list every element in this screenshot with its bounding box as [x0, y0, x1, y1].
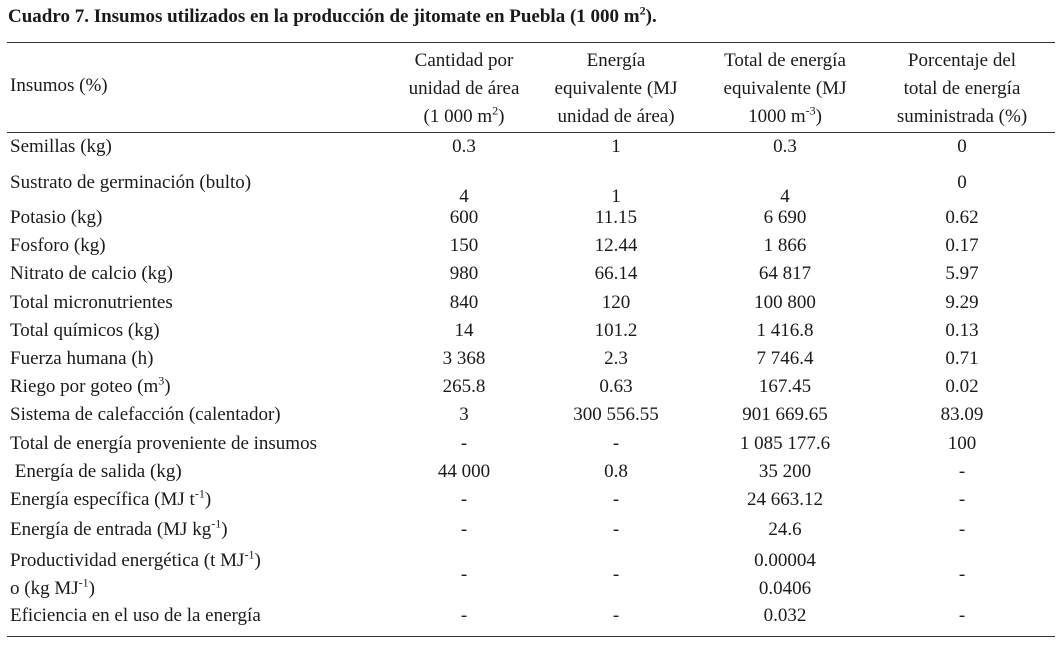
header-porcentaje: Porcentaje del total de energía suminist… — [896, 50, 1028, 127]
header-cantidad: Cantidad por unidad de área (1 000 m2) — [408, 50, 520, 127]
header-energia-equivalente: Energía equivalente (MJ unidad de área) — [554, 50, 678, 127]
table-caption: Cuadro 7. Insumos utilizados en la produ… — [8, 3, 657, 27]
bottom-rule — [7, 636, 1055, 637]
top-rule — [7, 42, 1055, 43]
header-total-energia: Total de energía equivalente (MJ 1000 m-… — [723, 50, 847, 127]
header-rule — [7, 132, 1055, 133]
header-insumos: Insumos (%) — [10, 75, 108, 96]
